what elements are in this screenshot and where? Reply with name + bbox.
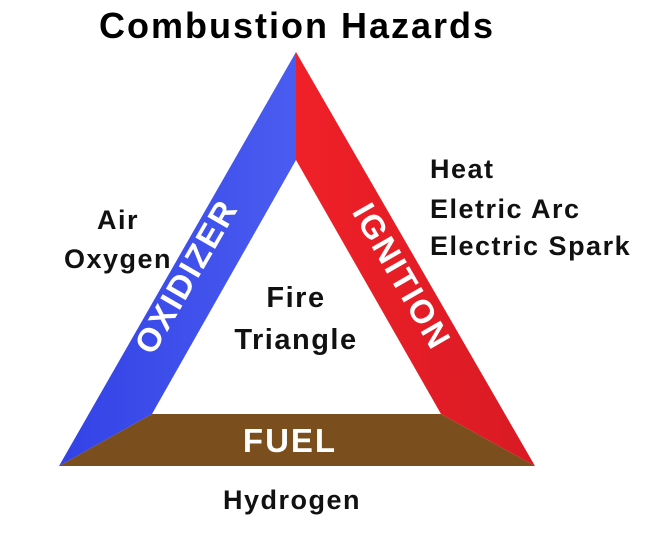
fuel-side [59,414,535,466]
ignition-example-spark: Electric Spark [430,231,631,261]
page-title: Combustion Hazards [99,5,495,46]
oxidizer-example-oxygen: Oxygen [64,244,172,274]
oxidizer-example-air: Air [97,205,139,235]
center-label-line1: Fire [266,282,325,314]
center-label-line2: Triangle [234,324,357,356]
fuel-example-hydrogen: Hydrogen [223,485,361,515]
oxidizer-side [59,52,296,466]
fuel-label: FUEL [243,422,337,459]
ignition-example-arc: Eletric Arc [430,194,581,224]
ignition-side [296,52,535,466]
ignition-example-heat: Heat [430,154,495,184]
